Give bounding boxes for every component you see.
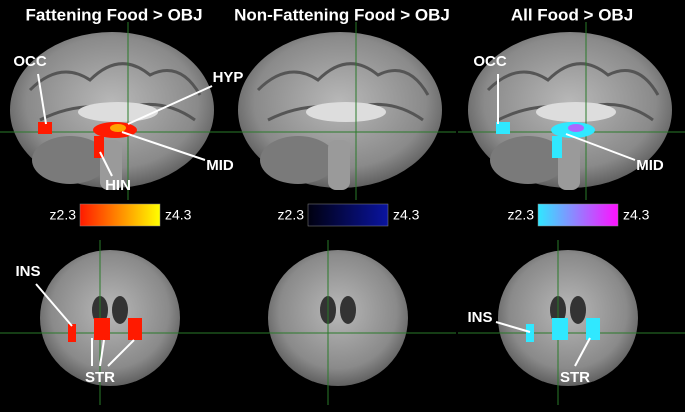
activation <box>38 122 52 134</box>
ventricle <box>112 296 128 324</box>
colorbar <box>307 203 389 227</box>
region-label: MID <box>636 157 664 174</box>
colorbar-min: z2.3 <box>508 207 535 223</box>
pointer-line <box>37 73 47 125</box>
region-label: MID <box>206 157 234 174</box>
pointer-line <box>99 339 105 367</box>
region-label: OCC <box>473 53 507 70</box>
activation <box>110 124 126 132</box>
region-label: HYP <box>213 69 244 86</box>
cerebellum <box>490 136 566 184</box>
pointer-line <box>35 283 73 327</box>
pointer-line <box>127 85 213 125</box>
panel: Non-Fattening Food > OBJ z2.3 z4.3 <box>228 5 456 405</box>
panel-title: Non-Fattening Food > OBJ <box>234 5 450 24</box>
activation <box>526 324 534 342</box>
activation <box>552 318 568 340</box>
activation <box>552 136 562 158</box>
colorbar-max: z4.3 <box>623 207 650 223</box>
brainstem <box>100 140 122 190</box>
colorbar-max: z4.3 <box>165 207 192 223</box>
activation <box>568 124 584 132</box>
region-label: INS <box>467 309 492 326</box>
panel: All Food > OBJ z2.3 z4.3 OCC MID INS STR <box>458 5 685 405</box>
cerebellum <box>260 136 336 184</box>
panel-title: Fattening Food > OBJ <box>25 5 202 24</box>
pointer-line <box>574 337 591 367</box>
corpus-callosum <box>536 102 616 122</box>
pointer-line <box>495 321 531 333</box>
region-label: OCC <box>13 53 47 70</box>
activation <box>586 318 600 340</box>
activation <box>94 136 104 158</box>
colorbar <box>79 203 161 227</box>
colorbar-min: z2.3 <box>50 207 77 223</box>
corpus-callosum <box>78 102 158 122</box>
colorbar-max: z4.3 <box>393 207 420 223</box>
panel: Fattening Food > OBJ z2.3 z4.3 OCC HYP MID HIN… <box>0 5 243 405</box>
coronal-brain <box>268 250 408 386</box>
region-label: STR <box>560 369 590 386</box>
pointer-line <box>107 339 135 367</box>
colorbar <box>537 203 619 227</box>
cerebellum <box>32 136 108 184</box>
region-label: HIN <box>105 177 131 194</box>
panel-title: All Food > OBJ <box>511 5 633 24</box>
pointer-line <box>565 133 636 161</box>
brainstem <box>558 140 580 190</box>
pointer-line <box>99 151 113 177</box>
colorbar-min: z2.3 <box>278 207 305 223</box>
activation <box>94 318 110 340</box>
brainstem <box>328 140 350 190</box>
activation <box>496 122 510 134</box>
region-label: INS <box>15 263 40 280</box>
corpus-callosum <box>306 102 386 122</box>
activation <box>68 324 76 342</box>
region-label: STR <box>85 369 115 386</box>
pointer-line <box>121 131 206 161</box>
ventricle <box>570 296 586 324</box>
ventricle <box>340 296 356 324</box>
activation <box>128 318 142 340</box>
